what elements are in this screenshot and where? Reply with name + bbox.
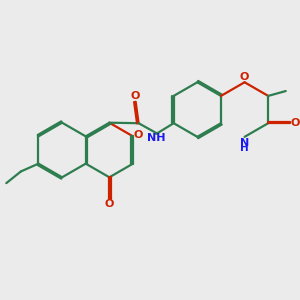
Text: O: O: [105, 199, 114, 209]
Text: N: N: [240, 138, 249, 148]
Text: O: O: [290, 118, 300, 128]
Text: O: O: [134, 130, 143, 140]
Text: NH: NH: [147, 133, 165, 143]
Text: O: O: [131, 92, 140, 101]
Text: H: H: [240, 143, 249, 153]
Text: O: O: [240, 72, 249, 82]
